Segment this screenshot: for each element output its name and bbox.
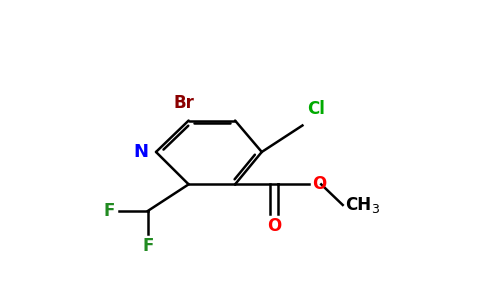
Text: N: N (134, 143, 149, 161)
Text: 3: 3 (371, 203, 379, 216)
Text: Cl: Cl (307, 100, 325, 118)
Text: Br: Br (173, 94, 194, 112)
Text: O: O (312, 176, 326, 194)
Text: F: F (103, 202, 114, 220)
Text: O: O (267, 217, 281, 235)
Text: CH: CH (345, 196, 371, 214)
Text: F: F (142, 237, 153, 255)
